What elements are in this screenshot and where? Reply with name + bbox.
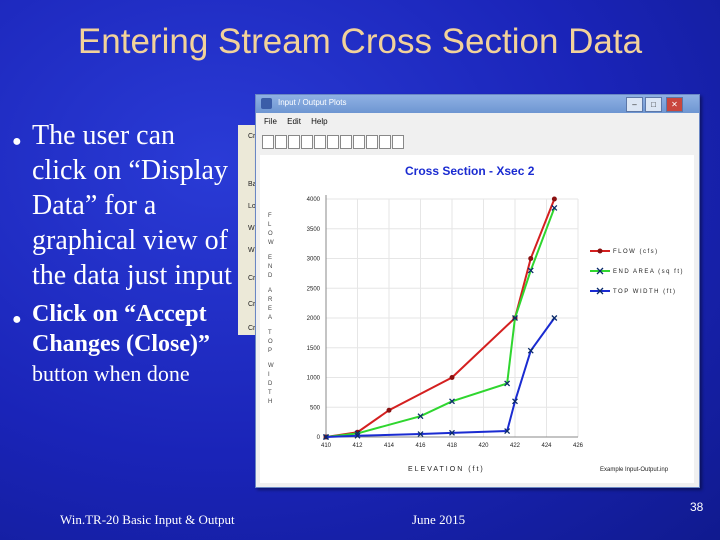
y-axis-label-letter: D bbox=[268, 273, 273, 279]
data-point bbox=[504, 428, 511, 435]
maximize-button[interactable]: □ bbox=[645, 97, 662, 112]
chart-title: Cross Section - Xsec 2 bbox=[405, 164, 535, 178]
bullet-dot-icon: ● bbox=[12, 133, 22, 150]
y-axis-label-letter: F bbox=[268, 213, 272, 219]
data-point bbox=[354, 432, 361, 439]
y-axis-label-letter: A bbox=[268, 315, 272, 321]
y-tick-label: 3000 bbox=[307, 257, 321, 263]
data-point bbox=[386, 407, 392, 413]
plot-area: Cross Section - Xsec 2 ELEVATION (ft) Ex… bbox=[260, 155, 694, 483]
legend-marker bbox=[596, 287, 604, 295]
y-tick-label: 1500 bbox=[307, 346, 321, 352]
bullet-2-text: Click on “Accept Changes (Close)” button… bbox=[32, 301, 210, 386]
data-point bbox=[512, 315, 518, 321]
menu-edit[interactable]: Edit bbox=[287, 117, 301, 126]
x-tick-label: 416 bbox=[415, 443, 426, 449]
data-point bbox=[527, 267, 534, 274]
copy-icon[interactable] bbox=[288, 135, 300, 149]
toolbar bbox=[262, 135, 405, 151]
x-tick-label: 424 bbox=[541, 443, 552, 449]
y-axis-label-letter: T bbox=[268, 330, 272, 336]
x-tick-label: 420 bbox=[478, 443, 489, 449]
data-point bbox=[449, 398, 455, 405]
y-tick-label: 0 bbox=[317, 435, 321, 441]
x-axis-label: ELEVATION (ft) bbox=[408, 466, 485, 473]
menu-bar: File Edit Help bbox=[256, 117, 328, 131]
data-point bbox=[551, 196, 557, 202]
cross-section-chart: Cross Section - Xsec 2 ELEVATION (ft) Ex… bbox=[268, 164, 684, 473]
data-point bbox=[528, 256, 534, 261]
bullet-dot-icon: ● bbox=[12, 311, 22, 328]
window-title: Input / Output Plots bbox=[278, 98, 347, 107]
footer-course: Win.TR-20 Basic Input & Output bbox=[60, 512, 235, 527]
y-axis-label-letter: P bbox=[268, 348, 272, 354]
chart-icon[interactable] bbox=[392, 135, 404, 149]
chart-icon[interactable] bbox=[379, 135, 391, 149]
y-tick-label: 1000 bbox=[307, 376, 321, 382]
slide-title: Entering Stream Cross Section Data bbox=[77, 22, 643, 61]
y-axis-label-letter: W bbox=[268, 363, 274, 369]
legend-label: TOP WIDTH (ft) bbox=[613, 289, 676, 295]
save-icon[interactable] bbox=[262, 135, 274, 149]
chart-icon[interactable] bbox=[353, 135, 365, 149]
print-icon[interactable] bbox=[275, 135, 287, 149]
close-button[interactable]: ✕ bbox=[666, 97, 683, 112]
page-number: 38 bbox=[690, 500, 704, 514]
series-line bbox=[325, 317, 556, 438]
y-axis-label-letter: E bbox=[268, 255, 272, 261]
app-icon bbox=[261, 98, 272, 109]
chart-icon[interactable] bbox=[366, 135, 378, 149]
footer-date: June 2015 bbox=[412, 512, 466, 527]
y-tick-label: 3500 bbox=[307, 227, 321, 233]
chart-icon[interactable] bbox=[327, 135, 339, 149]
y-axis-label-letter: R bbox=[268, 297, 273, 303]
data-point bbox=[449, 375, 455, 380]
plot-window: Input / Output Plots – □ ✕ File Edit Hel… bbox=[255, 94, 700, 488]
y-axis-label-letter: D bbox=[268, 381, 273, 387]
y-axis-label-letter: O bbox=[268, 231, 273, 237]
y-axis-label-letter: T bbox=[268, 390, 272, 396]
y-axis-label-letter: E bbox=[268, 306, 272, 312]
x-tick-label: 422 bbox=[510, 443, 521, 449]
window-titlebar[interactable]: Input / Output Plots – □ ✕ bbox=[256, 95, 699, 113]
menu-help[interactable]: Help bbox=[311, 117, 328, 126]
y-tick-label: 500 bbox=[310, 405, 321, 411]
data-point bbox=[527, 347, 534, 354]
data-point bbox=[417, 431, 424, 437]
legend-marker bbox=[597, 248, 603, 254]
data-point bbox=[417, 413, 424, 420]
x-tick-label: 410 bbox=[321, 443, 332, 449]
legend-marker bbox=[596, 267, 604, 275]
minimize-button[interactable]: – bbox=[626, 97, 643, 112]
y-tick-label: 2000 bbox=[307, 316, 321, 322]
data-point bbox=[449, 429, 455, 436]
y-tick-label: 4000 bbox=[307, 197, 321, 203]
y-axis-label-letter: O bbox=[268, 339, 273, 345]
chart-icon[interactable] bbox=[314, 135, 326, 149]
x-tick-label: 426 bbox=[573, 443, 584, 449]
chart-icon[interactable] bbox=[340, 135, 352, 149]
y-axis-label-letter: I bbox=[268, 372, 270, 378]
series-line bbox=[325, 207, 556, 438]
x-tick-label: 414 bbox=[384, 443, 395, 449]
data-point bbox=[551, 204, 558, 211]
legend-label: FLOW (cfs) bbox=[613, 249, 659, 255]
copy-icon[interactable] bbox=[301, 135, 313, 149]
y-axis-label-letter: N bbox=[268, 264, 272, 270]
data-point bbox=[323, 434, 329, 440]
data-point bbox=[551, 315, 558, 321]
y-axis-label-letter: L bbox=[268, 222, 272, 228]
x-tick-label: 412 bbox=[352, 443, 363, 449]
menu-file[interactable]: File bbox=[264, 117, 277, 126]
x-tick-label: 418 bbox=[447, 443, 458, 449]
bullet-1-text: The user can click on “Display Data” for… bbox=[32, 120, 232, 291]
data-point bbox=[504, 380, 511, 387]
y-axis-label-letter: A bbox=[268, 288, 272, 294]
data-point bbox=[512, 398, 518, 405]
legend-label: END AREA (sq ft) bbox=[613, 269, 684, 275]
y-axis-label-letter: W bbox=[268, 240, 274, 246]
chart-footnote: Example Input-Output.inp bbox=[600, 467, 669, 473]
y-axis-label-letter: H bbox=[268, 399, 272, 405]
y-tick-label: 2500 bbox=[307, 286, 321, 292]
